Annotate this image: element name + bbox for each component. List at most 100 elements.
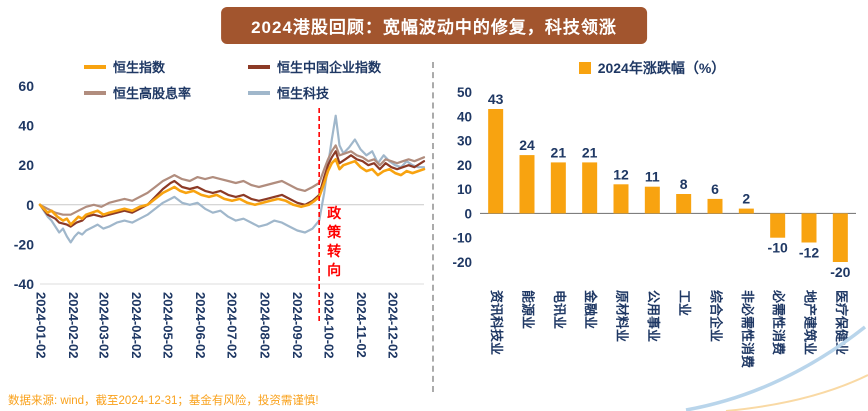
svg-text:能源业: 能源业 [521,290,536,329]
svg-text:2024-06-02: 2024-06-02 [193,292,208,359]
svg-text:策: 策 [326,224,342,240]
svg-text:24: 24 [519,137,535,153]
svg-text:非必需性消费: 非必需性消费 [740,290,755,368]
line-y-axis: -40 -20 0 20 40 60 [14,78,34,292]
line-series [38,114,426,244]
legend-label: 恒生高股息率 [113,86,192,101]
bar [550,162,566,214]
svg-text:60: 60 [18,78,34,94]
bar [738,208,754,214]
bar [770,213,786,238]
svg-text:2024-03-02: 2024-03-02 [96,292,111,359]
svg-text:-10: -10 [768,240,788,256]
svg-text:8: 8 [680,176,688,192]
svg-text:20: 20 [457,158,472,173]
bar-chart-legend: 2024年涨跌幅（%） [440,58,864,78]
svg-text:-12: -12 [799,245,819,261]
legend-item: 恒生指数 [84,57,248,76]
series-line [38,150,426,228]
bar [644,186,660,214]
bar-y-axis: -20 -10 0 10 20 30 40 50 [452,85,472,270]
svg-text:21: 21 [551,144,567,160]
svg-text:2024-07-02: 2024-07-02 [225,292,240,359]
svg-text:2024-09-02: 2024-09-02 [290,292,305,359]
panel-divider [432,62,434,392]
bar [676,194,692,214]
svg-text:12: 12 [613,166,629,182]
svg-text:地产建筑业: 地产建筑业 [803,290,818,355]
svg-text:2024-04-02: 2024-04-02 [129,292,144,359]
svg-text:2024-05-02: 2024-05-02 [161,292,176,359]
bar-legend-label: 2024年涨跌幅（%） [597,60,726,76]
page-title: 2024港股回顾：宽幅波动中的修复，科技领涨 [221,7,647,44]
legend-marker [248,90,270,95]
svg-text:2024-01-02: 2024-01-02 [34,292,49,359]
svg-text:2024-02-02: 2024-02-02 [66,292,81,359]
bar [613,184,629,214]
svg-text:转: 转 [327,243,341,259]
bar-chart: -20 -10 0 10 20 30 40 50 43 24 21 21 12 11 8 6 2 -10 -12 -2… [452,85,856,368]
bars [488,109,848,262]
svg-text:2024-11-02: 2024-11-02 [354,292,369,358]
svg-text:工业: 工业 [677,290,692,316]
svg-text:-20: -20 [830,264,850,280]
legend-item: 恒生高股息率 [84,83,248,102]
bar [519,155,535,214]
svg-text:2: 2 [742,191,750,207]
legend-label: 恒生科技 [277,86,330,101]
svg-text:6: 6 [711,181,719,197]
svg-text:-20: -20 [14,236,34,252]
svg-text:公用事业: 公用事业 [646,290,661,342]
legend-item: 恒生科技 [248,83,381,102]
bar-category-labels: 资讯科技业 能源业 电讯业 金融业 原材料业 公用事业 工业 综合企业 非必需性消费 必需性消费 地… [489,289,849,368]
svg-text:2024-12-02: 2024-12-02 [386,292,401,359]
svg-text:向: 向 [327,262,341,278]
legend-marker [248,64,270,69]
svg-text:金融业: 金融业 [583,289,598,329]
svg-text:资讯科技业: 资讯科技业 [489,290,504,355]
svg-text:40: 40 [457,109,472,124]
svg-text:2024-10-02: 2024-10-02 [322,292,337,359]
bar-value-labels: 43 24 21 21 12 11 8 6 2 -10 -12 -20 [488,91,851,280]
legend-marker [84,64,106,69]
legend-item: 恒生中国企业指数 [248,57,381,76]
legend-marker [84,90,106,95]
svg-text:30: 30 [457,134,472,149]
svg-text:综合企业: 综合企业 [709,290,724,342]
svg-text:医疗保健业: 医疗保健业 [834,290,849,355]
bar [707,198,723,214]
series-line [38,114,426,244]
svg-text:10: 10 [457,182,472,197]
bar [801,213,817,243]
series-line [38,158,426,226]
svg-text:40: 40 [18,118,34,134]
bar [582,162,598,214]
source-note: 数据来源: wind，截至2024-12-31；基金有风险，投资需谨慎! [8,395,319,407]
legend-label: 恒生指数 [113,60,166,75]
bar [832,213,848,262]
svg-text:11: 11 [645,169,660,185]
svg-text:0: 0 [26,197,34,213]
svg-text:必需性消费: 必需性消费 [771,289,786,355]
line-x-axis: 2024-01-02 2024-02-02 2024-03-02 2024-04-02… [34,292,401,359]
series-line [38,144,426,216]
line-chart: -40 -20 0 20 40 60 2024-01-02 2024-02-02 2024-03… [14,78,426,359]
svg-text:0: 0 [464,206,472,221]
svg-text:电讯业: 电讯业 [552,290,567,329]
svg-text:-40: -40 [14,276,34,292]
line-chart-legend: 恒生指数 恒生中国企业指数恒生高股息率 恒生科技 [84,57,381,102]
svg-text:43: 43 [488,91,504,107]
svg-text:2024-08-02: 2024-08-02 [257,292,272,359]
svg-text:-10: -10 [452,231,472,246]
svg-text:-20: -20 [452,255,472,270]
svg-text:50: 50 [457,85,472,100]
svg-text:21: 21 [582,144,598,160]
legend-label: 恒生中国企业指数 [277,60,382,75]
svg-text:20: 20 [18,157,34,173]
bar-legend-swatch [578,62,591,74]
bar [488,109,504,214]
svg-text:原材料业: 原材料业 [615,290,630,342]
svg-text:政: 政 [327,205,342,221]
